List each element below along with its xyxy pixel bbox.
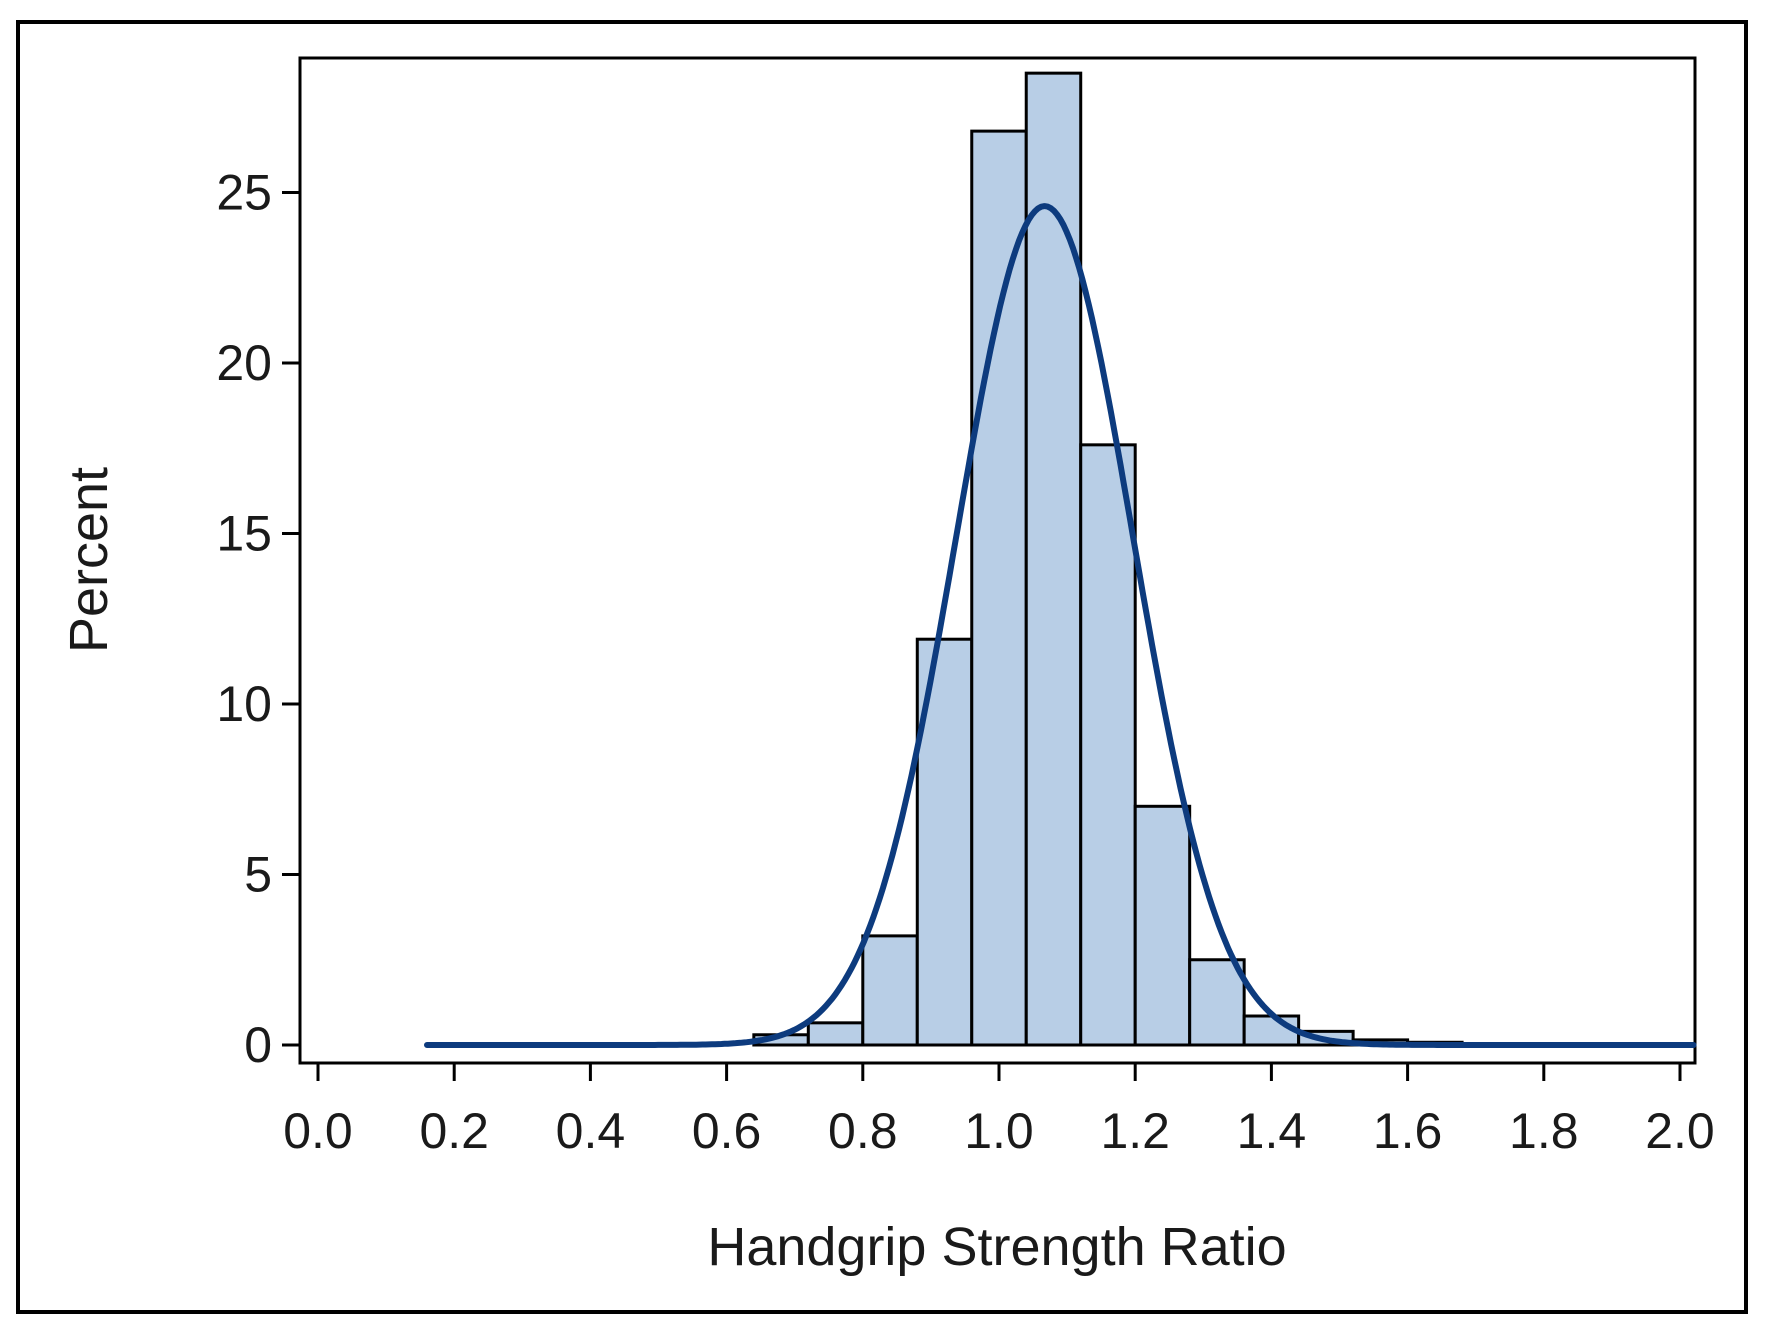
x-axis: 0.0 0.2 0.4 0.6 0.8 1.0 1.2 1.4 1.6 1.8 2.0 bbox=[283, 1063, 1715, 1159]
x-tick-label: 0.2 bbox=[419, 1103, 489, 1159]
y-tick-label: 25 bbox=[216, 165, 272, 221]
histogram-bar bbox=[1079, 443, 1137, 1047]
x-tick-label: 1.8 bbox=[1509, 1103, 1579, 1159]
x-tick-label: 0.0 bbox=[283, 1103, 353, 1159]
y-tick-label: 15 bbox=[216, 506, 272, 562]
y-tick-label: 5 bbox=[244, 847, 272, 903]
x-tick-label: 1.4 bbox=[1237, 1103, 1307, 1159]
histogram-bar bbox=[806, 1021, 865, 1047]
x-tick-label: 1.0 bbox=[964, 1103, 1034, 1159]
histogram-bar bbox=[861, 934, 919, 1047]
x-tick-label: 0.4 bbox=[556, 1103, 626, 1159]
histogram-bar bbox=[1133, 804, 1192, 1047]
histogram-bar bbox=[970, 129, 1028, 1047]
x-axis-label: Handgrip Strength Ratio bbox=[707, 1217, 1286, 1277]
normal-density-curve bbox=[424, 203, 1697, 1048]
y-axis: 0 5 10 15 20 25 bbox=[216, 165, 300, 1073]
histogram-bar bbox=[1188, 958, 1246, 1047]
x-tick-label: 0.6 bbox=[692, 1103, 762, 1159]
outer-frame bbox=[16, 20, 1748, 1314]
x-tick-label: 1.6 bbox=[1373, 1103, 1443, 1159]
x-tick-label: 2.0 bbox=[1645, 1103, 1715, 1159]
histogram-bars bbox=[752, 71, 1464, 1047]
histogram-bar bbox=[1024, 71, 1083, 1047]
y-tick-label: 0 bbox=[244, 1017, 272, 1073]
x-tick-label: 0.8 bbox=[828, 1103, 898, 1159]
y-axis-label: Percent bbox=[59, 467, 119, 653]
y-tick-label: 20 bbox=[216, 335, 272, 391]
y-tick-label: 10 bbox=[216, 676, 272, 732]
x-tick-label: 1.2 bbox=[1100, 1103, 1170, 1159]
